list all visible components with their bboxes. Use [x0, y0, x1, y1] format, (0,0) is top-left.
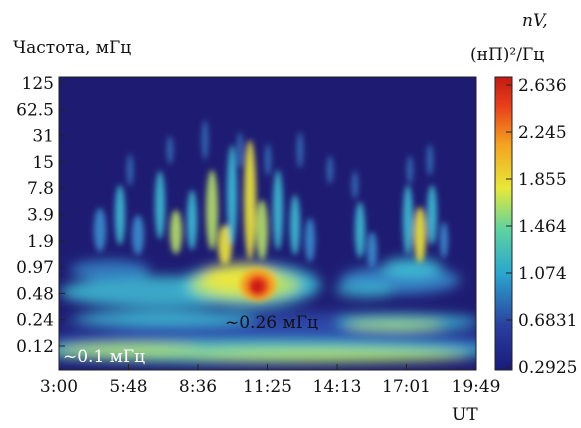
y-tick-label: 0.24: [16, 311, 54, 331]
colorbar-ticks: 2.636 2.245 1.855 1.464 1.074 0.6831 0.2925: [506, 76, 577, 378]
x-tick-label: 11:25: [243, 377, 292, 397]
colorbar-tick-label: 0.2925: [518, 358, 577, 378]
y-axis: 125 62.5 31 15 7.8 3.9 1.9 0.97 0.48 0.24 0.12: [16, 74, 65, 357]
heatmap-blob: [440, 222, 448, 258]
colorbar-tick-label: 1.855: [518, 170, 567, 190]
heatmap-blob: [127, 154, 133, 186]
heatmap-blob: [352, 171, 358, 199]
y-tick-label: 125: [22, 74, 54, 94]
heatmap-blob: [297, 132, 303, 168]
heatmap-blob: [414, 207, 426, 263]
x-tick-label: 14:13: [313, 377, 362, 397]
colorbar-title-line1: nV,: [522, 11, 548, 31]
heatmap-blob: [60, 344, 200, 356]
heatmap-blob: [273, 170, 283, 250]
y-tick-label: 3.9: [27, 206, 54, 226]
heatmap-blob: [94, 208, 106, 252]
y-tick-label: 7.8: [27, 179, 54, 199]
y-tick-label: 1.9: [27, 232, 54, 252]
colorbar-tick-label: 1.074: [518, 264, 567, 284]
x-tick-label: 3:00: [40, 377, 78, 397]
heatmap-blob: [187, 190, 197, 250]
heatmap-blob: [115, 185, 125, 245]
heatmap-blob: [218, 225, 232, 265]
colorbar-tick-label: 1.464: [518, 217, 567, 237]
heatmap-blob: [407, 156, 413, 184]
x-tick-label: 17:01: [382, 377, 431, 397]
y-tick-label: 0.12: [16, 337, 54, 357]
x-axis: 3:00 5:48 8:36 11:25 14:13 17:01 19:49: [40, 364, 501, 397]
colorbar-gradient: [494, 76, 513, 371]
y-tick-label: 15: [32, 153, 54, 173]
colorbar: nV, (нП)²/Гц 2.636 2.245 1.855 1.464 1.074 0.…: [470, 11, 577, 378]
heatmap-blob: [132, 215, 144, 255]
heatmap-blob: [335, 282, 395, 298]
colorbar-title-line2: (нП)²/Гц: [470, 45, 544, 65]
heatmap-blob: [403, 185, 413, 255]
colorbar-tick-label: 2.245: [518, 123, 567, 143]
heatmap-blob: [167, 136, 173, 164]
heatmap-blob: [227, 145, 237, 245]
x-axis-title: UT: [452, 405, 478, 425]
heatmap-blob: [305, 218, 315, 262]
heatmap-field: [59, 120, 476, 363]
heatmap-blob: [382, 258, 442, 278]
heatmap-blob: [237, 132, 243, 168]
y-tick-label: 62.5: [16, 100, 54, 120]
colorbar-tick-label: 2.636: [518, 76, 567, 96]
heatmap-blob: [256, 200, 268, 260]
heatmap-blob: [290, 195, 300, 255]
annotation-01: ~0.1 мГц: [63, 347, 145, 367]
x-tick-label: 8:36: [179, 377, 217, 397]
annotation-026: ~0.26 мГц: [225, 313, 318, 333]
heatmap-blob: [345, 320, 445, 330]
y-tick-label: 31: [32, 127, 54, 147]
heatmap-blob: [265, 144, 271, 176]
heatmap-blob: [251, 281, 263, 293]
heatmap-blob: [202, 120, 208, 160]
heatmap-blob: [367, 232, 377, 268]
heatmap-blob: [190, 350, 470, 362]
heatmap-blob: [355, 202, 365, 258]
heatmap-blob: [155, 171, 165, 239]
plot-area: [58, 76, 477, 371]
y-tick-label: 0.48: [16, 284, 54, 304]
heatmap-blob: [170, 210, 182, 254]
heatmap-blob: [427, 185, 437, 245]
heatmap-blob: [427, 144, 433, 176]
heatmap-blob: [75, 311, 255, 325]
heatmap-blob: [70, 260, 150, 280]
heatmap-blob: [244, 140, 256, 260]
y-axis-title: Частота, мГц: [13, 38, 131, 58]
y-tick-label: 0.97: [16, 258, 54, 278]
heatmap-blob: [327, 156, 333, 184]
heatmap-blob: [206, 170, 218, 250]
colorbar-tick-label: 0.6831: [518, 311, 577, 331]
x-tick-label: 19:49: [452, 377, 501, 397]
x-tick-label: 5:48: [109, 377, 147, 397]
